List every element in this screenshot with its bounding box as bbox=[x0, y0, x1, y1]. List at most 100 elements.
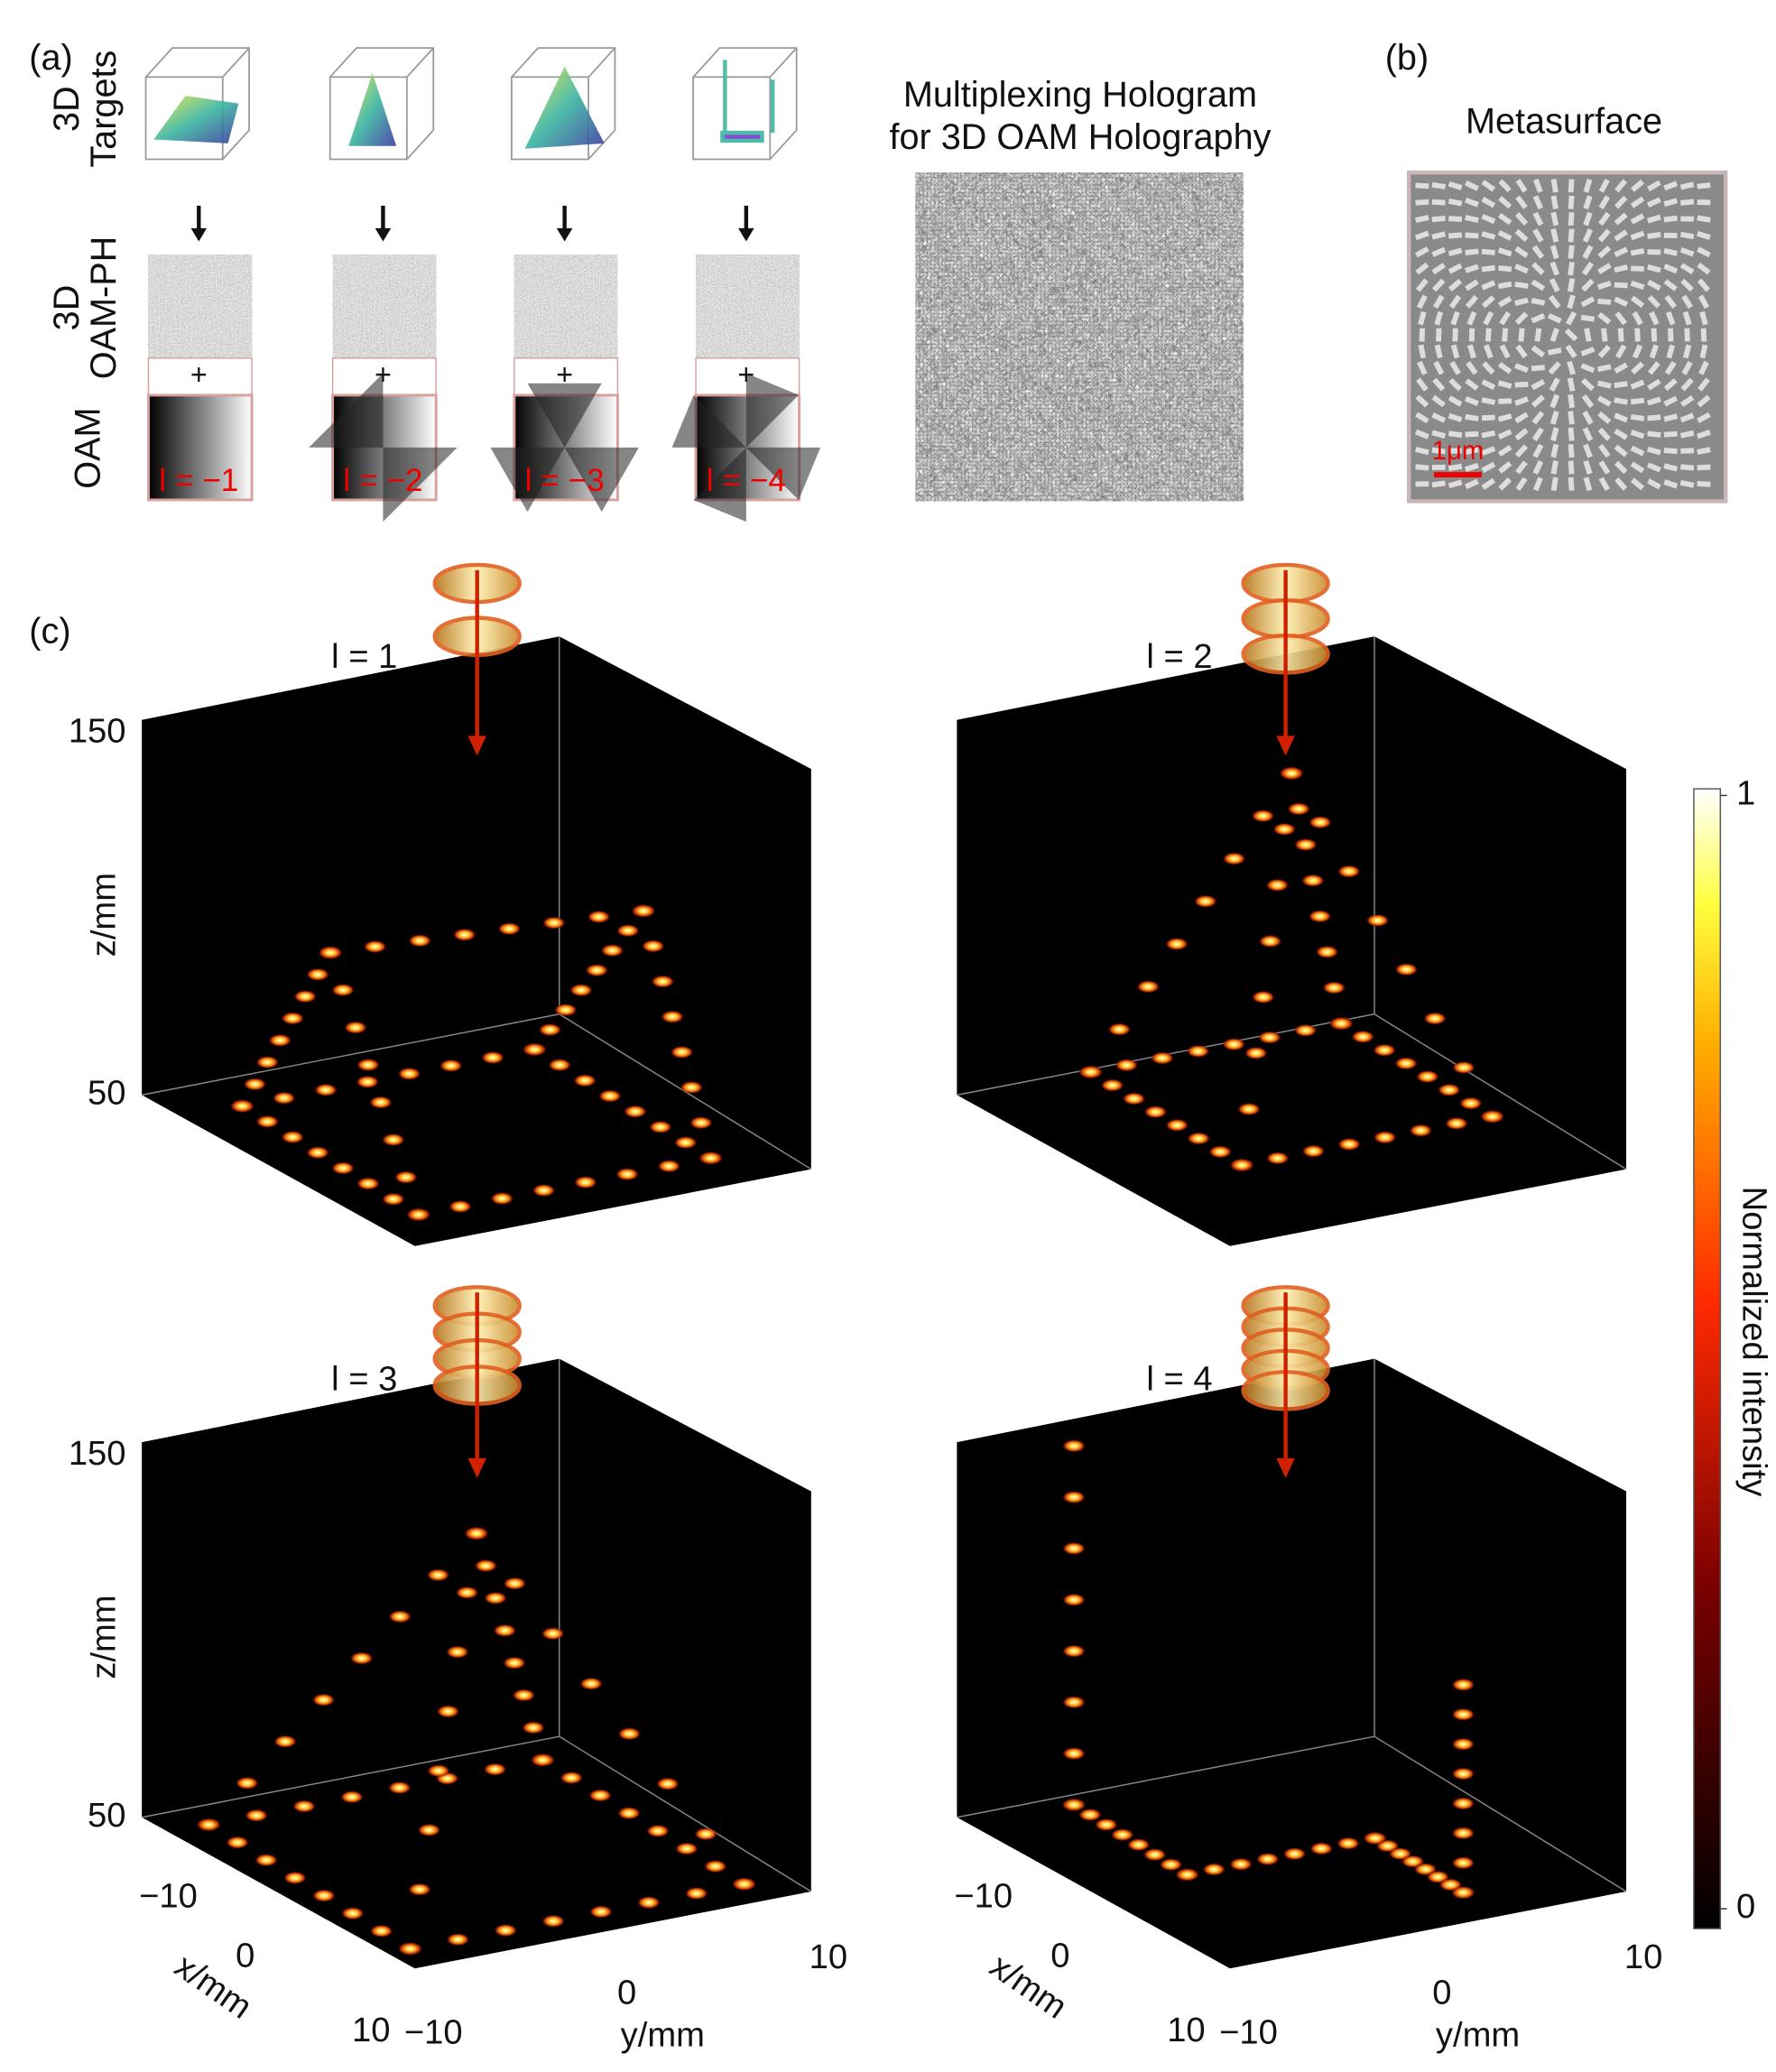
pillar bbox=[1679, 480, 1695, 488]
pillar bbox=[1482, 361, 1495, 375]
pillar bbox=[1497, 413, 1512, 422]
focal-spot bbox=[600, 943, 624, 957]
focal-spot bbox=[1451, 1707, 1475, 1722]
pillar bbox=[1465, 232, 1479, 239]
colorbar-tick-label: 0 bbox=[1736, 1887, 1755, 1926]
pillar bbox=[1532, 460, 1544, 475]
focal-spot bbox=[483, 1591, 508, 1605]
pillar bbox=[1531, 262, 1545, 275]
pillar bbox=[1483, 344, 1494, 359]
pillar bbox=[1568, 195, 1575, 209]
focal-spot bbox=[1061, 1695, 1087, 1709]
row-label: OAM bbox=[68, 408, 107, 489]
pillar bbox=[1468, 328, 1475, 342]
pillar bbox=[1614, 246, 1629, 258]
pillar bbox=[1663, 479, 1679, 489]
focal-spot bbox=[657, 1159, 681, 1173]
focal-spot bbox=[538, 1022, 562, 1037]
pillar bbox=[1434, 344, 1443, 359]
pillar bbox=[1680, 448, 1695, 454]
pillar bbox=[1498, 179, 1512, 193]
pillar bbox=[1418, 344, 1427, 359]
focal-spot bbox=[1115, 1058, 1139, 1072]
pillar bbox=[1697, 294, 1710, 310]
pillar bbox=[1567, 294, 1576, 310]
phase-sector bbox=[490, 447, 565, 513]
pillar bbox=[1631, 179, 1645, 192]
pillar bbox=[1647, 295, 1661, 309]
pillar bbox=[1531, 427, 1544, 441]
target-shape bbox=[524, 66, 605, 149]
focal-spot bbox=[1143, 1105, 1168, 1119]
focal-spot bbox=[244, 1808, 269, 1823]
pillar bbox=[1697, 230, 1711, 240]
pillar bbox=[1647, 264, 1661, 273]
pillar bbox=[1481, 430, 1496, 439]
focal-spot bbox=[1078, 1065, 1103, 1079]
pillar bbox=[1679, 181, 1695, 190]
pillar bbox=[1647, 361, 1660, 375]
y-axis-label: y/mm bbox=[621, 2016, 705, 2055]
oam-order: l = 1 bbox=[331, 637, 397, 676]
pillar bbox=[1514, 428, 1529, 441]
focal-spot bbox=[732, 1877, 756, 1892]
focal-spot bbox=[255, 1055, 280, 1069]
pillar bbox=[1547, 312, 1562, 324]
pillar bbox=[1663, 413, 1679, 422]
focal-spot bbox=[636, 1895, 661, 1910]
focal-spot bbox=[243, 1078, 267, 1091]
pillar bbox=[1431, 231, 1447, 240]
pillar bbox=[1630, 430, 1645, 439]
oam-label: l = −3 bbox=[525, 463, 605, 498]
focal-spot bbox=[523, 1042, 547, 1057]
pillar bbox=[1416, 377, 1429, 392]
colorbar-tick-label: 1 bbox=[1736, 774, 1755, 813]
focal-spot bbox=[1061, 1438, 1087, 1453]
pillar bbox=[1497, 212, 1512, 226]
pillar bbox=[1531, 297, 1546, 306]
oam-label: l = −1 bbox=[159, 463, 238, 498]
x-tick-label: −10 bbox=[139, 1876, 198, 1915]
focal-spot bbox=[1164, 937, 1189, 951]
pillar bbox=[1597, 298, 1612, 305]
focal-spot bbox=[1372, 1043, 1397, 1058]
focal-spot bbox=[1061, 1490, 1087, 1504]
pillar bbox=[1531, 365, 1545, 372]
focal-spot bbox=[1279, 766, 1304, 781]
phase-sector bbox=[383, 447, 458, 523]
pillar bbox=[1647, 478, 1661, 490]
focal-spot bbox=[1451, 1678, 1475, 1692]
focal-spot bbox=[445, 1645, 470, 1659]
focal-spot bbox=[406, 1207, 431, 1222]
focal-spot bbox=[1142, 1847, 1167, 1862]
focal-spot bbox=[502, 1656, 527, 1670]
pillar bbox=[1679, 231, 1695, 240]
pillar bbox=[1617, 328, 1624, 342]
pillar bbox=[1481, 280, 1496, 291]
focal-spot bbox=[448, 1199, 473, 1214]
oam-ph bbox=[147, 254, 253, 359]
pillar bbox=[1568, 393, 1576, 409]
pillar bbox=[1414, 230, 1429, 241]
pillar bbox=[1668, 328, 1674, 342]
pillar bbox=[1515, 179, 1528, 193]
pillar bbox=[1549, 393, 1560, 409]
pillar bbox=[1698, 360, 1709, 375]
pillar bbox=[1448, 294, 1462, 310]
pillar bbox=[1614, 179, 1628, 193]
pillar bbox=[1415, 215, 1429, 223]
pillar bbox=[1534, 328, 1542, 342]
pillar bbox=[1697, 412, 1711, 424]
focal-spot bbox=[494, 1923, 518, 1938]
focal-spot bbox=[340, 1906, 365, 1920]
pillar bbox=[1465, 197, 1479, 208]
plus: + bbox=[556, 358, 573, 391]
focal-spot bbox=[572, 1074, 597, 1087]
pillar bbox=[1630, 445, 1645, 457]
plus-box bbox=[331, 357, 437, 396]
focal-spot bbox=[381, 1133, 406, 1147]
pillar bbox=[1697, 215, 1711, 223]
focal-spot bbox=[388, 1610, 412, 1623]
pillar bbox=[1682, 310, 1692, 326]
pillar bbox=[1568, 476, 1575, 491]
